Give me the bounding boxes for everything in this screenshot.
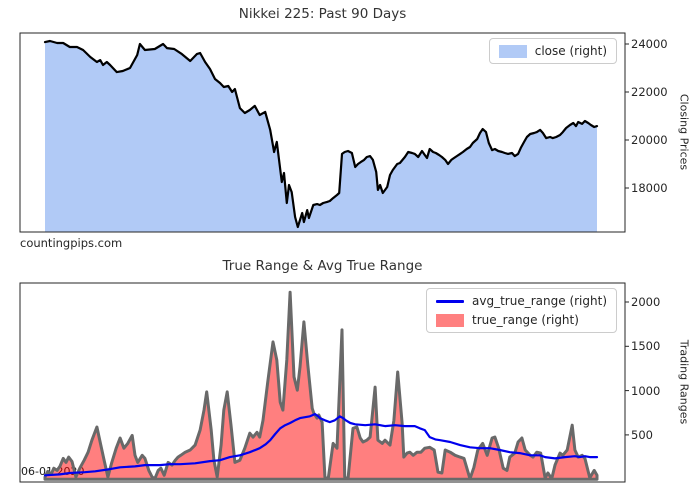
legend-entry: avg_true_range (right) xyxy=(436,294,607,308)
legend-entry: true_range (right) xyxy=(436,313,607,327)
ytick-label: 24000 xyxy=(631,37,668,51)
close-line xyxy=(43,39,599,229)
top-chart-title: Nikkei 225: Past 90 Days xyxy=(238,6,407,22)
bottom-chart-title: True Range & Avg True Range xyxy=(222,258,423,274)
axes-frame xyxy=(19,282,626,483)
bottom-chart-legend: avg_true_range (right) true_range (right) xyxy=(426,288,617,333)
close-area xyxy=(45,41,597,232)
legend-line-swatch xyxy=(436,299,465,303)
ytick-label: 20000 xyxy=(631,133,668,147)
ytick-label: 2000 xyxy=(631,295,661,309)
ytick-label: 1500 xyxy=(631,339,661,353)
ytick-label: 500 xyxy=(631,428,653,442)
watermark: countingpips.com xyxy=(20,236,123,250)
legend-patch-swatch xyxy=(436,313,465,327)
bottom-chart-ylabel: Trading Ranges xyxy=(677,339,691,425)
top-chart-legend: close (right) xyxy=(488,38,617,64)
legend-entry: close (right) xyxy=(498,44,607,58)
ytick-label: 1000 xyxy=(631,384,661,398)
ytick-label: 18000 xyxy=(631,181,668,195)
legend-patch-swatch xyxy=(498,44,527,58)
legend-label: close (right) xyxy=(534,44,607,58)
ytick-label: 22000 xyxy=(631,85,668,99)
top-chart-ylabel: Closing Prices xyxy=(677,93,691,171)
legend-label: avg_true_range (right) xyxy=(472,294,607,308)
avg_true_range-line xyxy=(43,413,599,477)
legend-label: true_range (right) xyxy=(472,313,579,327)
axes-frame xyxy=(19,32,626,233)
